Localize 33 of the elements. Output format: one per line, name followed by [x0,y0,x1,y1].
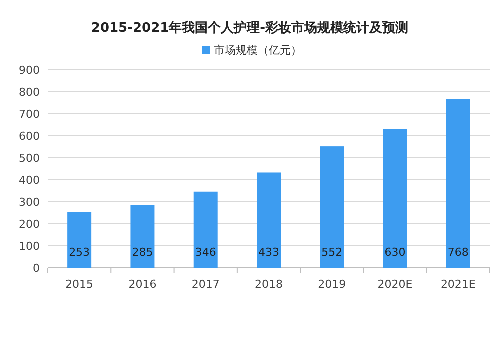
y-tick-label: 400 [19,174,40,187]
bar [446,99,470,268]
x-tick-label: 2017 [192,278,220,291]
y-tick-label: 0 [33,262,40,275]
data-label: 433 [258,246,280,259]
data-label: 552 [322,246,343,259]
y-tick-label: 600 [19,130,40,143]
x-tick-label: 2018 [255,278,283,291]
data-label: 346 [195,246,216,259]
legend-label: 市场规模（亿元） [214,44,302,57]
y-tick-label: 300 [19,196,40,209]
bar [68,212,92,268]
x-tick-label: 2015 [66,278,94,291]
bar [194,192,218,268]
x-tick-label: 2016 [128,278,157,291]
data-label: 285 [132,246,154,259]
y-tick-label: 800 [19,86,40,99]
data-label: 768 [448,246,469,259]
x-tick-label: 2020E [378,278,413,291]
y-tick-label: 900 [19,64,40,77]
y-tick-label: 700 [19,108,40,121]
data-label: 630 [384,246,406,259]
bar [320,146,344,268]
bar [130,205,155,268]
x-tick-label: 2019 [318,278,346,291]
bar [383,129,408,268]
bar [257,172,281,268]
x-tick-label: 2021E [440,278,476,291]
y-tick-label: 500 [19,152,40,165]
y-tick-label: 100 [19,240,40,253]
data-label: 253 [69,246,90,259]
y-tick-label: 200 [19,218,40,231]
chart-title: 2015-2021年我国个人护理-彩妆市场规模统计及预测 [91,20,409,36]
